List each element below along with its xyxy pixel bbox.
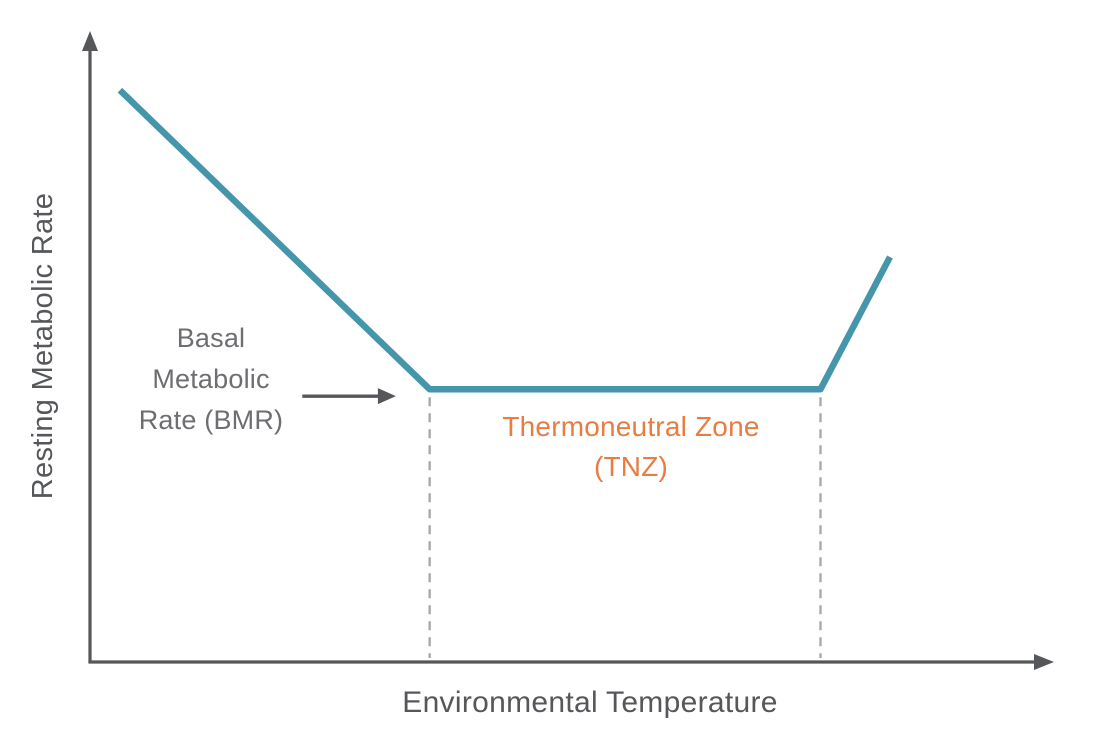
- y-axis-arrowhead-icon: [82, 31, 98, 51]
- bmr-annotation-line1: Basal: [176, 323, 246, 353]
- bmr-annotation-line2: Metabolic: [152, 364, 270, 394]
- y-axis-label: Resting Metabolic Rate: [27, 192, 59, 500]
- bmr-annotation-label: Basal Metabolic Rate (BMR): [110, 318, 312, 441]
- tnz-zone-label-line2: (TNZ): [593, 451, 669, 482]
- x-axis-arrowhead-icon: [1034, 654, 1054, 670]
- tnz-zone-label: Thermoneutral Zone (TNZ): [476, 407, 786, 487]
- x-axis-label: Environmental Temperature: [402, 686, 778, 719]
- tnz-zone-label-line1: Thermoneutral Zone: [502, 411, 760, 442]
- metabolic-rate-curve: [117, 87, 893, 393]
- bmr-annotation-line3: Rate (BMR): [138, 405, 284, 435]
- bmr-arrowhead-icon: [377, 388, 396, 405]
